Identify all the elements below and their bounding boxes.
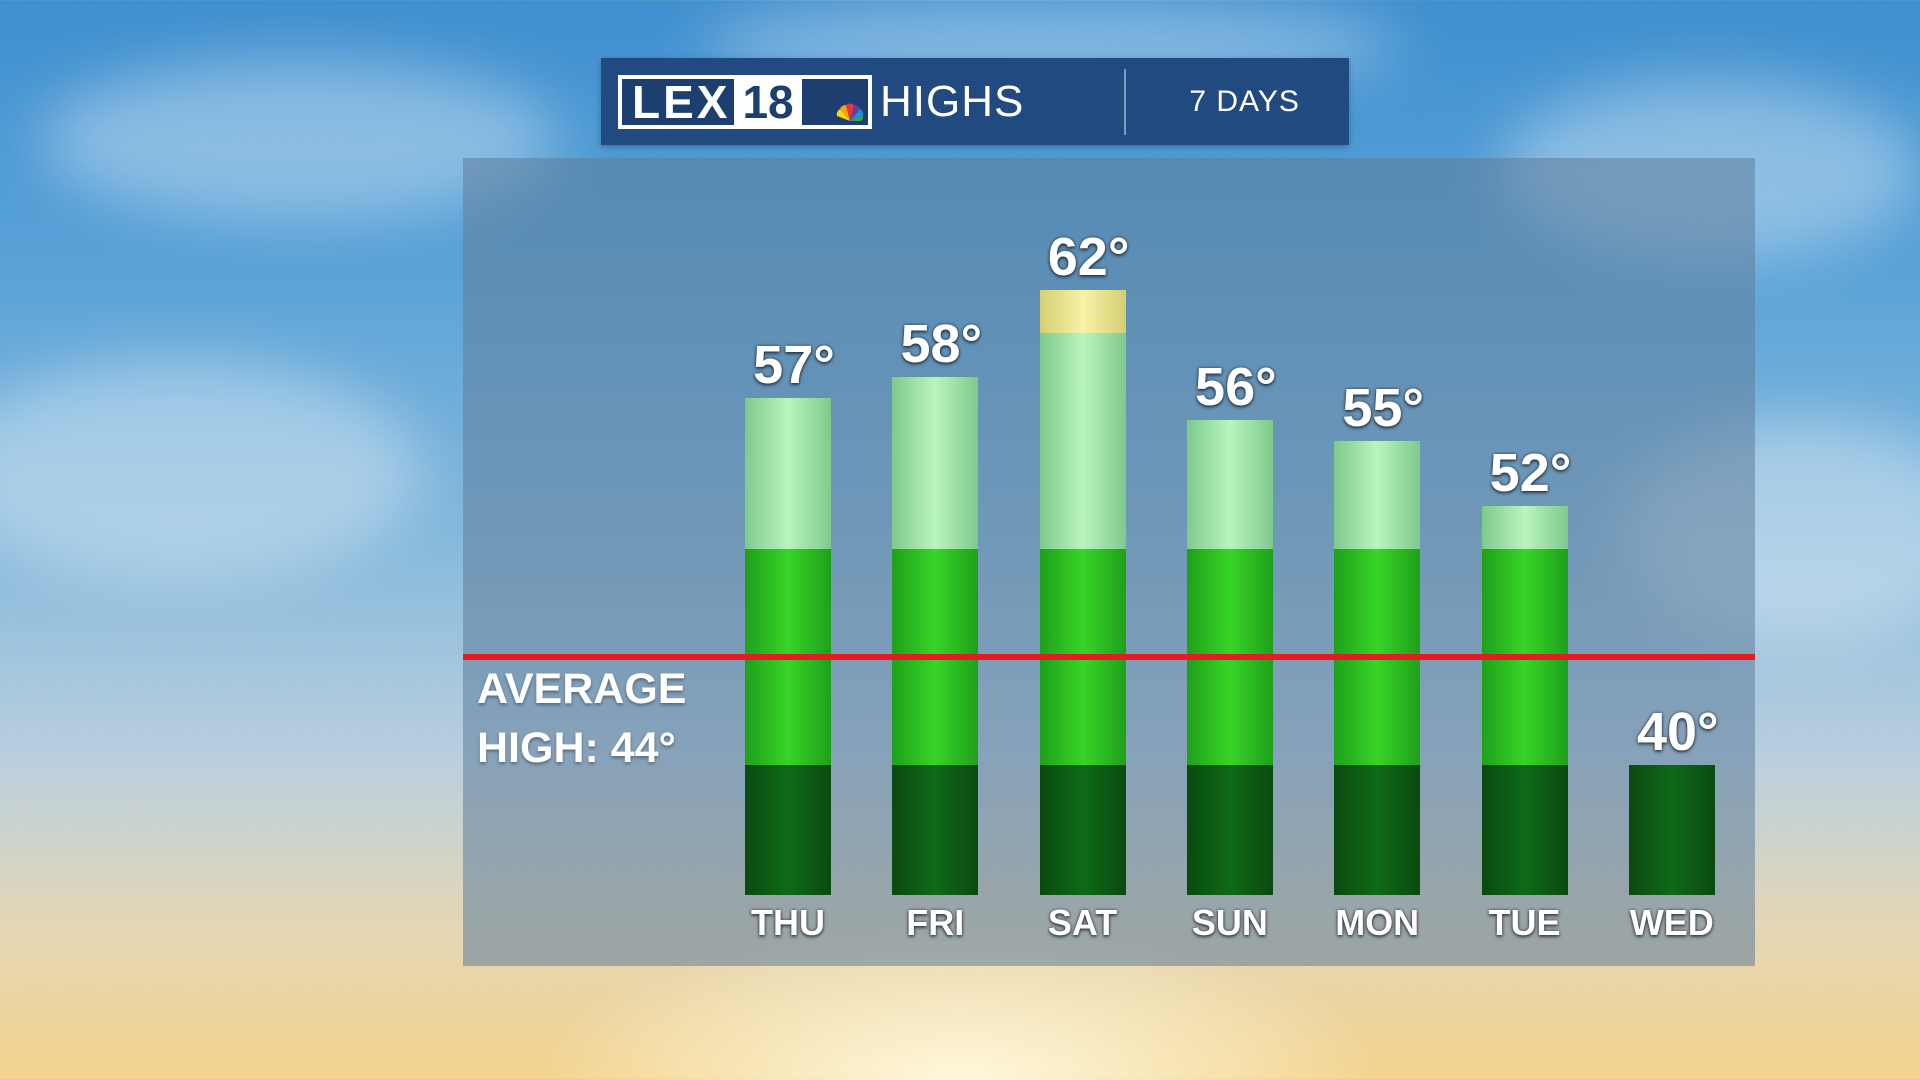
- chart-title: HIGHS: [880, 76, 1025, 126]
- bar-segment: [1039, 290, 1126, 334]
- bar-segment: [745, 398, 831, 550]
- bar-mon: [1334, 441, 1421, 895]
- bar-segment: [892, 765, 979, 895]
- station-logo: LEX 18: [618, 74, 872, 129]
- bar-segment: [1039, 333, 1126, 550]
- bar-segment: [1186, 765, 1273, 895]
- bar-segment: [892, 376, 979, 550]
- value-label-tue: 52°: [1489, 443, 1572, 504]
- bar-thu: [745, 398, 831, 895]
- forecast-period: 7 DAYS: [1189, 84, 1300, 118]
- day-label-mon: MON: [1335, 902, 1420, 943]
- value-label-mon: 55°: [1342, 378, 1425, 439]
- value-label-sat: 62°: [1047, 227, 1130, 288]
- bar-tue: [1481, 506, 1568, 895]
- bar-segment: [1186, 419, 1273, 550]
- day-label-sat: SAT: [1047, 902, 1118, 943]
- chart-header: LEX 18 HIGHS 7 DAYS: [601, 58, 1349, 145]
- bar-segment: [1039, 765, 1126, 895]
- bar-wed: [1628, 765, 1715, 895]
- bar-segment: [1334, 765, 1421, 895]
- day-label-tue: TUE: [1488, 902, 1561, 943]
- bar-segment: [1481, 506, 1568, 550]
- logo-text: LEX: [632, 75, 731, 128]
- average-label-line1: AVERAGE: [477, 665, 687, 713]
- bar-segment: [745, 765, 831, 895]
- cloud: [0, 360, 420, 580]
- day-label-thu: THU: [751, 902, 825, 943]
- average-line: [463, 654, 1755, 660]
- bar-segment: [1334, 441, 1421, 550]
- day-label-fri: FRI: [906, 902, 965, 943]
- bar-fri: [892, 376, 979, 895]
- value-label-thu: 57°: [753, 335, 835, 396]
- header-divider: [1124, 68, 1127, 135]
- bar-sat: [1039, 290, 1126, 895]
- day-label-sun: SUN: [1191, 902, 1268, 943]
- average-label-line2: HIGH: 44°: [477, 724, 676, 772]
- average-label: AVERAGE HIGH: 44°: [477, 660, 686, 778]
- bar-segment: [1481, 765, 1568, 895]
- bar-sun: [1186, 419, 1273, 895]
- value-label-fri: 58°: [900, 313, 983, 374]
- day-label-wed: WED: [1629, 902, 1714, 943]
- peacock-icon: [836, 102, 864, 121]
- value-label-sun: 56°: [1195, 356, 1277, 417]
- logo-number: 18: [734, 78, 802, 125]
- bar-segment: [1628, 765, 1715, 895]
- value-label-wed: 40°: [1636, 702, 1719, 763]
